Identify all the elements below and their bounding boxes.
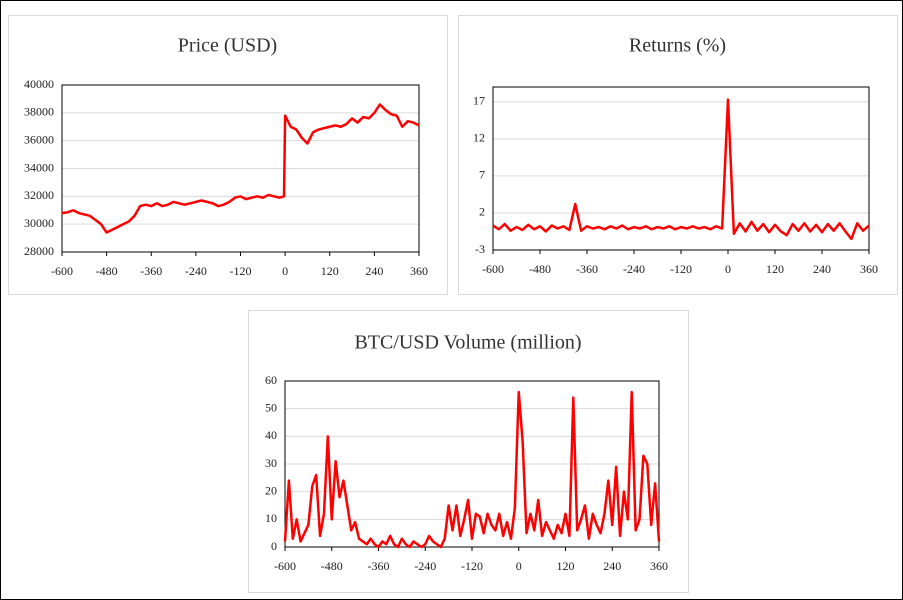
- x-tick-label: 360: [650, 559, 668, 573]
- x-tick-label: -120: [461, 559, 483, 573]
- y-tick-label: -3: [475, 242, 485, 256]
- line-series: [283, 390, 661, 549]
- y-tick-label: 30: [265, 456, 277, 470]
- x-tick-label: 240: [365, 264, 383, 278]
- x-tick-label: -600: [482, 262, 504, 276]
- plot-area: [492, 86, 870, 251]
- x-tick-label: -360: [368, 559, 390, 573]
- x-tick-label: -480: [529, 262, 551, 276]
- y-tick-label: 40000: [24, 77, 54, 91]
- x-tick-label: 120: [557, 559, 575, 573]
- x-tick-label: -480: [321, 559, 343, 573]
- x-tick-label: 360: [860, 262, 878, 276]
- y-tick-label: 2: [479, 205, 485, 219]
- y-tick-label: 50: [265, 400, 277, 414]
- y-tick-label: 40: [265, 428, 277, 442]
- panel: [8, 15, 448, 295]
- x-tick-label: 120: [766, 262, 784, 276]
- y-tick-label: 12: [473, 131, 485, 145]
- y-tick-label: 0: [271, 539, 277, 553]
- y-tick-label: 60: [265, 373, 277, 387]
- x-tick-label: -240: [414, 559, 436, 573]
- y-tick-label: 30000: [24, 216, 54, 230]
- x-tick-label: 240: [813, 262, 831, 276]
- x-tick-label: -600: [274, 559, 296, 573]
- y-tick-label: 10: [265, 511, 277, 525]
- x-tick-label: -120: [670, 262, 692, 276]
- chart-title: BTC/USD Volume (million): [354, 332, 581, 354]
- x-tick-label: -360: [140, 264, 162, 278]
- plot-area: [61, 84, 420, 253]
- y-tick-label: 34000: [24, 160, 54, 174]
- x-tick-label: 240: [603, 559, 621, 573]
- x-tick-label: -240: [185, 264, 207, 278]
- panel: [458, 15, 898, 295]
- x-tick-label: -360: [576, 262, 598, 276]
- chart-title: Returns (%): [629, 35, 726, 57]
- y-tick-label: 36000: [24, 132, 54, 146]
- x-tick-label: 0: [516, 559, 522, 573]
- y-tick-label: 32000: [24, 188, 54, 202]
- x-tick-label: -480: [96, 264, 118, 278]
- x-tick-label: -120: [230, 264, 252, 278]
- x-tick-label: 120: [321, 264, 339, 278]
- x-tick-label: -240: [623, 262, 645, 276]
- y-tick-label: 38000: [24, 105, 54, 119]
- x-tick-label: 0: [725, 262, 731, 276]
- panel: [248, 310, 689, 593]
- x-tick-label: 360: [410, 264, 428, 278]
- x-tick-label: 0: [282, 264, 288, 278]
- y-tick-label: 17: [473, 94, 485, 108]
- y-tick-label: 20: [265, 483, 277, 497]
- line-series: [61, 103, 420, 234]
- chart-title: Price (USD): [178, 35, 277, 57]
- y-tick-label: 28000: [24, 244, 54, 258]
- x-tick-label: -600: [51, 264, 73, 278]
- y-tick-label: 7: [479, 168, 485, 182]
- plot-area: [284, 380, 660, 548]
- line-series: [492, 98, 870, 241]
